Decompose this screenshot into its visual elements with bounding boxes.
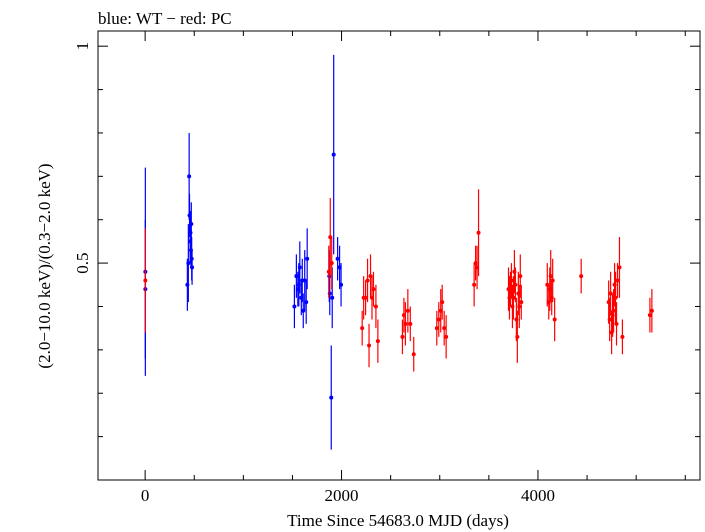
data-point [408,321,413,326]
data-point [190,265,195,270]
data-point [472,282,477,287]
data-point [304,300,309,305]
data-point [360,326,365,331]
data-point [515,334,520,339]
data-point [513,282,518,287]
data-point [550,278,555,283]
data-point [615,278,620,283]
tick-marks [98,31,700,480]
data-point [405,308,410,313]
data-point [611,308,616,313]
data-point [440,300,445,305]
data-point [189,222,194,227]
data-point [329,261,334,266]
x-tick-label: 4000 [521,486,555,505]
data-point [436,317,441,322]
data-point [186,261,191,266]
data-point [552,317,557,322]
data-point [442,326,447,331]
data-point [365,278,370,283]
data-point [292,304,297,309]
data-point [620,334,625,339]
data-point [614,321,619,326]
data-point [579,274,584,279]
data-point [509,278,514,283]
x-tick-label: 0 [141,486,150,505]
data-point [607,317,612,322]
data-point [143,278,148,283]
data-point [329,395,334,400]
data-point [375,339,380,344]
data-point [363,295,368,300]
y-tick-label: 0.5 [73,252,92,273]
series-pc [143,189,654,372]
data-point [608,291,613,296]
data-point [548,274,553,279]
data-point [617,265,622,270]
chart-title: blue: WT − red: PC [98,9,232,28]
data-point [411,352,416,357]
data-point [476,230,481,235]
data-point [647,313,652,318]
x-axis-label: Time Since 54683.0 MJD (days) [287,511,509,530]
data-point [305,256,310,261]
data-point [434,326,439,331]
data-point [335,256,340,261]
data-point [339,282,344,287]
plot-area: 0 2000 4000 0.5 1 [73,30,701,505]
data-point [519,300,524,305]
data-point [518,274,523,279]
data-point [517,304,522,309]
data-point [331,152,336,157]
plot-frame [97,30,701,481]
data-point [330,295,335,300]
y-tick-label: 1 [73,42,92,51]
data-point [371,287,376,292]
data-point [649,308,654,313]
data-layer [143,54,654,450]
series-wt [143,54,344,450]
data-point [367,343,372,348]
data-point [444,334,449,339]
tick-labels: 0 2000 4000 0.5 1 [73,42,555,505]
data-point [511,295,516,300]
data-point [297,265,302,270]
y-axis-label: (2.0−10.0 keV)/(0.3−2.0 keV) [35,163,54,368]
data-point [403,321,408,326]
data-point [187,174,192,179]
data-point [400,334,405,339]
data-point [373,304,378,309]
data-point [613,295,618,300]
x-tick-label: 2000 [325,486,359,505]
